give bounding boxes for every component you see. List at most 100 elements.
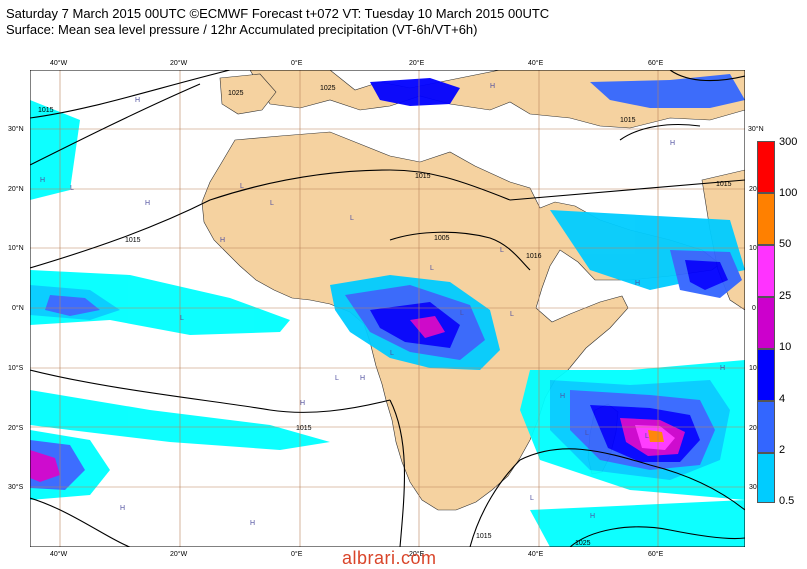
- isobar-line: [509, 179, 745, 201]
- colorbar-segment: [757, 245, 775, 297]
- isobar-line: [30, 497, 131, 547]
- isobar-label: 1015: [296, 425, 312, 432]
- isobar-line: [469, 448, 745, 547]
- lat-label: 20: [749, 186, 757, 193]
- lat-label: 10: [749, 365, 757, 372]
- colorbar-label: 0.5: [779, 495, 795, 507]
- low-marker: L: [500, 247, 504, 254]
- isobar-line: [619, 124, 701, 141]
- low-marker: L: [240, 183, 244, 190]
- lon-label: 0°E: [291, 551, 303, 558]
- isobar-line: [389, 399, 406, 547]
- isobar-line: [30, 369, 391, 413]
- forecast-subtitle: Surface: Mean sea level pressure / 12hr …: [6, 22, 478, 37]
- low-marker: L: [180, 315, 184, 322]
- watermark: albrari.com: [342, 548, 437, 568]
- isobar-label: 1025: [320, 85, 336, 92]
- low-marker: L: [510, 311, 514, 318]
- lon-label: 40°W: [50, 551, 68, 558]
- high-marker: H: [670, 140, 675, 147]
- colorbar-segment: [757, 297, 775, 349]
- forecast-title: Saturday 7 March 2015 00UTC ©ECMWF Forec…: [6, 6, 550, 21]
- high-marker: H: [720, 365, 725, 372]
- precip-area: [30, 270, 290, 335]
- precip-area: [685, 260, 728, 290]
- lon-label: 60°E: [648, 551, 664, 558]
- lat-label: 30: [749, 484, 757, 491]
- lat-label: 0: [752, 305, 756, 312]
- iberia-landmass: [219, 73, 277, 115]
- isobar-line: [389, 231, 531, 271]
- lat-label: 30°S: [8, 484, 24, 491]
- lon-label: 20°W: [170, 60, 188, 67]
- high-marker: H: [135, 97, 140, 104]
- lat-label: 30°N: [8, 126, 24, 133]
- isobar-line: [30, 169, 511, 269]
- high-marker: H: [300, 400, 305, 407]
- lat-label: 10: [749, 245, 757, 252]
- lat-label: 0°N: [12, 305, 24, 312]
- lon-label: 60°E: [648, 60, 664, 67]
- colorbar-label: 50: [779, 238, 792, 250]
- high-marker: H: [250, 520, 255, 527]
- lat-label: 20°S: [8, 425, 24, 432]
- low-marker: L: [390, 350, 394, 357]
- lon-label: 40°E: [528, 551, 544, 558]
- isobar-label: 1015: [476, 533, 492, 540]
- isobar-label: 1015: [415, 173, 431, 180]
- isobar-line: [30, 83, 201, 166]
- high-marker: H: [360, 375, 365, 382]
- precip-area: [30, 450, 60, 482]
- low-marker: L: [530, 495, 534, 502]
- colorbar-segment: [757, 453, 775, 503]
- lat-label: 20°N: [8, 186, 24, 193]
- isobar-line: [669, 70, 745, 82]
- lat-label: 10°S: [8, 365, 24, 372]
- isobar-label: 1025: [228, 90, 244, 97]
- precip-area: [30, 100, 80, 200]
- colorbar-label: 25: [779, 290, 792, 302]
- high-marker: H: [490, 83, 495, 90]
- precip-area: [648, 430, 664, 442]
- isobar-label: 1016: [526, 253, 542, 260]
- high-marker: H: [635, 280, 640, 287]
- high-marker: H: [120, 505, 125, 512]
- colorbar-segment: [757, 401, 775, 453]
- low-marker: L: [430, 265, 434, 272]
- colorbar-segment: [757, 349, 775, 401]
- chart-title-block: Saturday 7 March 2015 00UTC ©ECMWF Forec…: [6, 6, 549, 38]
- weather-map[interactable]: 1025 1015 1015 1015 1005 1016 1015 1015 …: [30, 70, 745, 547]
- low-marker: L: [70, 185, 74, 192]
- isobar-label: 1015: [38, 107, 54, 114]
- colorbar-label: 300: [779, 136, 798, 148]
- isobar-label: 1015: [620, 117, 636, 124]
- low-marker: L: [460, 310, 464, 317]
- isobar-line: [569, 526, 745, 547]
- low-marker: L: [350, 215, 354, 222]
- pressure-centers: H H H H H H H H H H H H H H L L L L L L …: [40, 83, 725, 527]
- colorbar-label: 2: [779, 444, 786, 456]
- low-marker: L: [270, 200, 274, 207]
- lat-label: 10°N: [8, 245, 24, 252]
- precip-area: [530, 500, 745, 547]
- precip-area: [45, 295, 100, 316]
- precip-area: [590, 74, 745, 108]
- colorbar-label: 10: [779, 341, 792, 353]
- low-marker: L: [335, 375, 339, 382]
- isobar-line: [30, 70, 231, 119]
- isobar-label: 1015: [125, 237, 141, 244]
- low-marker: L: [645, 433, 649, 440]
- isobar-label: 1015: [716, 181, 732, 188]
- colorbar-label: 100: [779, 187, 798, 199]
- lon-label: 40°W: [50, 60, 68, 67]
- colorbar-segment: [757, 193, 775, 245]
- lon-label: 20°W: [170, 551, 188, 558]
- lon-label: 0°E: [291, 60, 303, 67]
- low-marker: L: [585, 430, 589, 437]
- precipitation-layer: [30, 74, 745, 547]
- lon-label: 40°E: [528, 60, 544, 67]
- colorbar-segment: [757, 141, 775, 193]
- precip-area: [370, 78, 460, 106]
- high-marker: H: [145, 200, 150, 207]
- high-marker: H: [220, 237, 225, 244]
